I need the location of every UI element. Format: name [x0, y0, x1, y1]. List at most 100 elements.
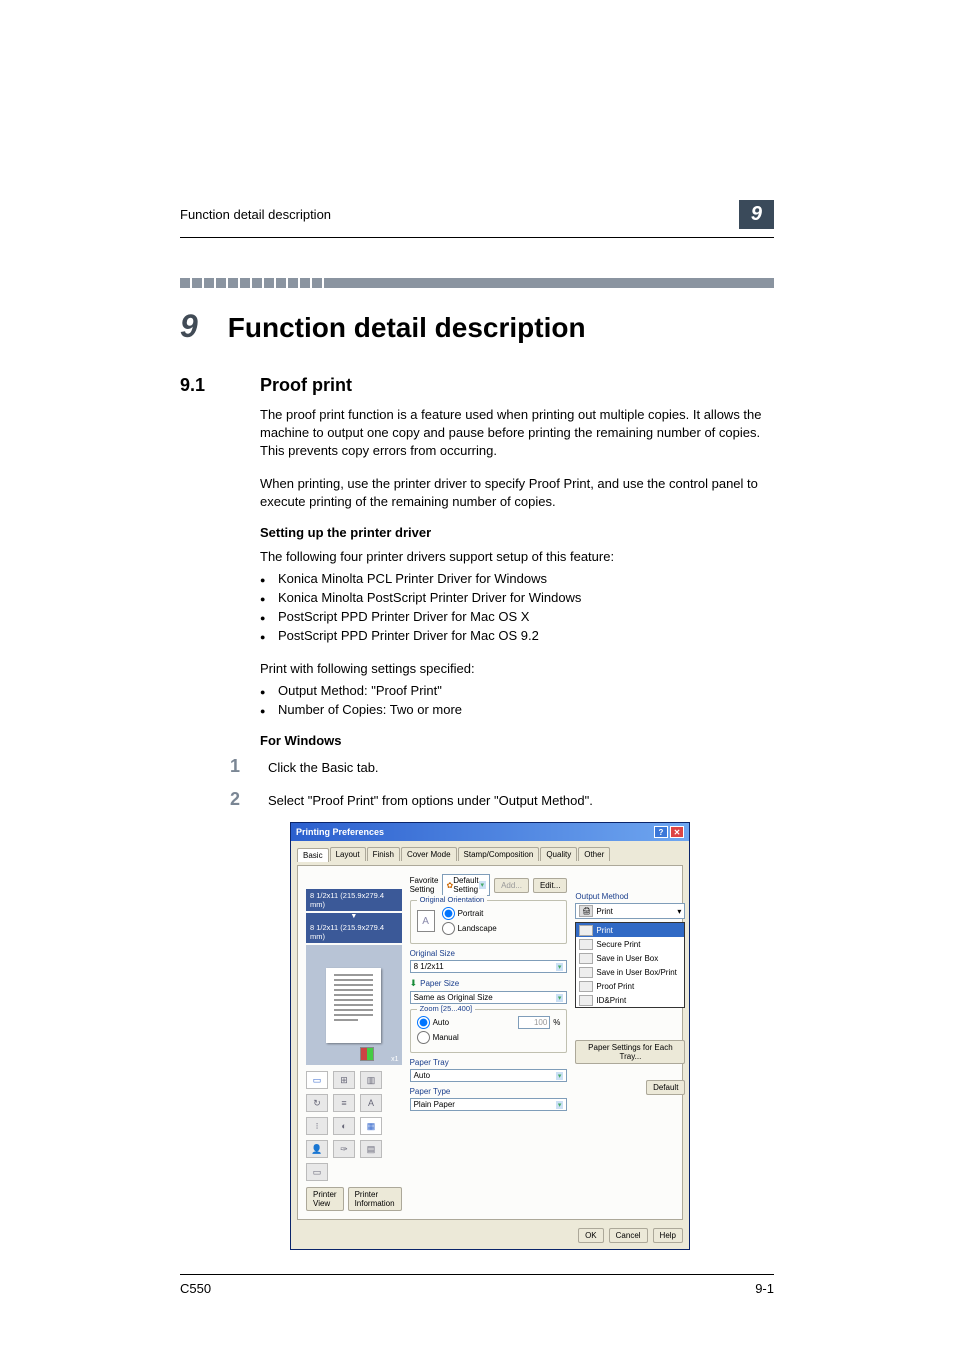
punch-icon[interactable]: ⁝ — [306, 1117, 328, 1135]
step-number: 2 — [230, 789, 248, 810]
printer-information-button[interactable]: Printer Information — [348, 1187, 402, 1211]
paper-settings-each-tray-button[interactable]: Paper Settings for Each Tray... — [575, 1040, 685, 1064]
default-button[interactable]: Default — [646, 1080, 685, 1095]
list-item: Konica Minolta PostScript Printer Driver… — [260, 589, 774, 608]
output-option-save-user-box-print[interactable]: Save in User Box/Print — [576, 965, 684, 979]
tab-cover-mode[interactable]: Cover Mode — [401, 847, 457, 861]
help-button[interactable]: Help — [653, 1228, 683, 1243]
tray-icon[interactable]: ▭ — [306, 1163, 328, 1181]
original-size-banner: 8 1/2x11 (215.9x279.4 mm) — [306, 889, 402, 911]
stamp-icon[interactable]: ✑ — [333, 1140, 355, 1158]
original-size-label: Original Size — [410, 949, 568, 958]
tab-strip: Basic Layout Finish Cover Mode Stamp/Com… — [297, 847, 683, 861]
portrait-label: Portrait — [458, 909, 484, 918]
list-item: Konica Minolta PCL Printer Driver for Wi… — [260, 570, 774, 589]
zoom-manual-radio[interactable] — [417, 1031, 430, 1044]
paragraph: The proof print function is a feature us… — [260, 406, 774, 461]
shift-icon[interactable]: ▤ — [360, 1140, 382, 1158]
print-icon: 🖨 — [579, 905, 593, 917]
tab-layout[interactable]: Layout — [330, 847, 366, 861]
landscape-radio[interactable] — [442, 922, 455, 935]
cover-icon[interactable]: ▦ — [360, 1117, 382, 1135]
footer-divider — [180, 1274, 774, 1275]
dialog-titlebar: Printing Preferences ? ✕ — [291, 823, 689, 841]
user-box-icon — [579, 953, 593, 964]
section-title: Proof print — [260, 375, 352, 396]
duplex-icon[interactable]: ▥ — [360, 1071, 382, 1089]
secure-print-icon — [579, 939, 593, 950]
cancel-button[interactable]: Cancel — [609, 1228, 648, 1243]
fold-icon[interactable]: ◐ — [333, 1117, 355, 1135]
overlay-icon[interactable]: 👤 — [306, 1140, 328, 1158]
tab-basic[interactable]: Basic — [297, 848, 329, 862]
add-button[interactable]: Add... — [494, 878, 529, 893]
paper-size-label: ⬇Paper Size — [410, 978, 568, 989]
running-title: Function detail description — [180, 207, 331, 222]
zoom-unit-label: % — [553, 1018, 560, 1027]
output-option-print[interactable]: Print — [576, 923, 684, 937]
footer-model: C550 — [180, 1281, 211, 1296]
chapter-badge: 9 — [739, 200, 774, 229]
step-text: Select "Proof Print" from options under … — [268, 793, 593, 808]
zoom-auto-label: Auto — [433, 1018, 449, 1027]
zoom-auto-radio[interactable] — [417, 1016, 430, 1029]
list-item: PostScript PPD Printer Driver for Mac OS… — [260, 608, 774, 627]
paragraph: When printing, use the printer driver to… — [260, 475, 774, 511]
paper-type-combo[interactable]: Plain Paper▾ — [410, 1098, 568, 1111]
section-number: 9.1 — [180, 375, 230, 396]
tab-other[interactable]: Other — [578, 847, 610, 861]
booklet-icon[interactable]: ▭ — [306, 1071, 328, 1089]
tab-stamp-composition[interactable]: Stamp/Composition — [458, 847, 540, 861]
step-number: 1 — [230, 756, 248, 777]
zoom-group-label: Zoom [25...400] — [417, 1004, 476, 1013]
staple-icon[interactable]: ≡ — [333, 1094, 355, 1112]
output-method-combo[interactable]: 🖨Print ▾ — [575, 903, 685, 919]
watermark-icon[interactable]: A — [360, 1094, 382, 1112]
output-option-proof-print[interactable]: Proof Print — [576, 979, 684, 993]
orientation-icon: A — [417, 910, 435, 932]
id-print-icon — [579, 995, 593, 1006]
step-text: Click the Basic tab. — [268, 760, 379, 775]
subheading: For Windows — [260, 733, 774, 748]
output-option-save-user-box[interactable]: Save in User Box — [576, 951, 684, 965]
header-divider — [180, 237, 774, 238]
close-icon[interactable]: ✕ — [670, 826, 684, 838]
nup-icon[interactable]: ⊞ — [333, 1071, 355, 1089]
settings-list: Output Method: "Proof Print" Number of C… — [260, 682, 774, 720]
chapter-number: 9 — [180, 308, 198, 345]
driver-list: Konica Minolta PCL Printer Driver for Wi… — [260, 570, 774, 645]
landscape-label: Landscape — [458, 924, 497, 933]
favorite-setting-combo[interactable]: ✿ Default Setting▾ — [442, 874, 490, 896]
paper-tray-combo[interactable]: Auto▾ — [410, 1069, 568, 1082]
printer-view-button[interactable]: Printer View — [306, 1187, 344, 1211]
tab-quality[interactable]: Quality — [540, 847, 577, 861]
proof-print-icon — [579, 981, 593, 992]
paragraph: Print with following settings specified: — [260, 660, 774, 678]
output-method-dropdown: Print Secure Print Save in User Box Save… — [575, 922, 685, 1008]
favorite-setting-label: Favorite Setting — [410, 876, 439, 894]
ok-button[interactable]: OK — [578, 1228, 604, 1243]
edit-button[interactable]: Edit... — [533, 878, 567, 893]
list-item: Number of Copies: Two or more — [260, 701, 774, 720]
output-option-id-print[interactable]: ID&Print — [576, 993, 684, 1007]
output-option-secure-print[interactable]: Secure Print — [576, 937, 684, 951]
zoom-indicator: x1 — [391, 1056, 398, 1063]
dialog-title: Printing Preferences — [296, 827, 384, 837]
original-size-combo[interactable]: 8 1/2x11▾ — [410, 960, 568, 973]
decorative-bar — [180, 278, 774, 288]
tab-finish[interactable]: Finish — [367, 847, 400, 861]
printing-preferences-dialog: Printing Preferences ? ✕ Basic Layout Fi… — [290, 822, 690, 1250]
help-icon[interactable]: ? — [654, 826, 668, 838]
list-item: Output Method: "Proof Print" — [260, 682, 774, 701]
paragraph: The following four printer drivers suppo… — [260, 548, 774, 566]
zoom-value-field[interactable]: 100 — [518, 1016, 550, 1029]
page-preview: x1 — [306, 945, 402, 1065]
footer-page-number: 9-1 — [755, 1281, 774, 1296]
feature-icon-row: ▭ ⊞ ▥ ↻ ≡ A ⁝ ◐ ▦ 👤 ✑ ▤ — [306, 1071, 402, 1181]
paper-type-label: Paper Type — [410, 1087, 568, 1096]
paper-size-combo[interactable]: Same as Original Size▾ — [410, 991, 568, 1004]
portrait-radio[interactable] — [442, 907, 455, 920]
rotate-icon[interactable]: ↻ — [306, 1094, 328, 1112]
zoom-manual-label: Manual — [433, 1033, 459, 1042]
subheading: Setting up the printer driver — [260, 525, 774, 540]
